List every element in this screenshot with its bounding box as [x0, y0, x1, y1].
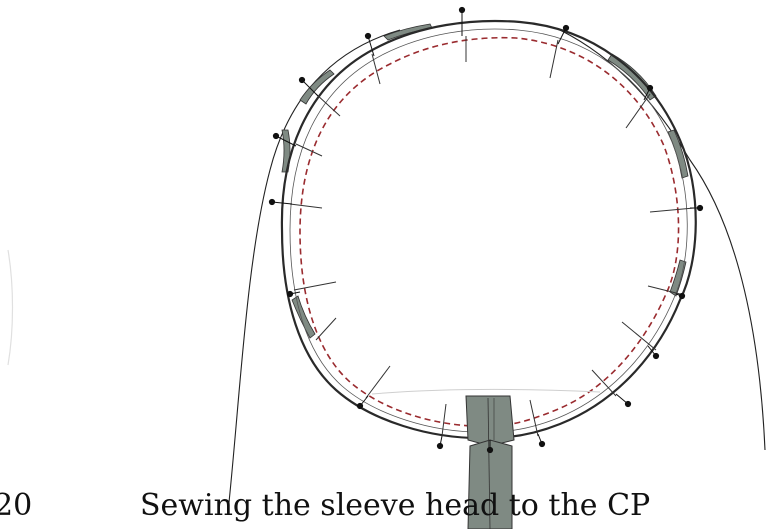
- notch-marks: [289, 36, 695, 437]
- pin-icon: [675, 292, 686, 300]
- pin-icon: [272, 132, 297, 147]
- pin-icon: [298, 76, 319, 97]
- pin-icon: [436, 435, 444, 450]
- figure-caption: 20 Sewing the sleeve head to the CP: [0, 488, 766, 529]
- caption-number: 20: [0, 488, 33, 523]
- seam-line: [299, 36, 680, 427]
- pin-icon: [458, 6, 466, 36]
- pins: [268, 6, 704, 454]
- background-arc: [7, 249, 14, 366]
- pin-icon: [364, 32, 375, 57]
- pin-icon: [643, 84, 654, 101]
- caption-text: Sewing the sleeve head to the CP: [140, 488, 651, 523]
- pin-icon: [486, 440, 494, 454]
- sleeve-inner-line: [289, 28, 688, 433]
- pin-icon: [690, 204, 704, 212]
- pin-icon: [557, 24, 570, 45]
- armhole-outline: [280, 19, 697, 440]
- sleeve-outline-left: [227, 29, 401, 513]
- pin-icon: [537, 433, 546, 448]
- pin-icon: [647, 345, 660, 360]
- pin-icon: [268, 198, 293, 206]
- pin-icon: [356, 395, 369, 410]
- pin-icon: [615, 393, 632, 408]
- sleeve-outline-right: [559, 29, 766, 451]
- easing-line: [371, 388, 601, 395]
- side-panel-strip: [465, 395, 515, 529]
- pin-icon: [286, 290, 301, 298]
